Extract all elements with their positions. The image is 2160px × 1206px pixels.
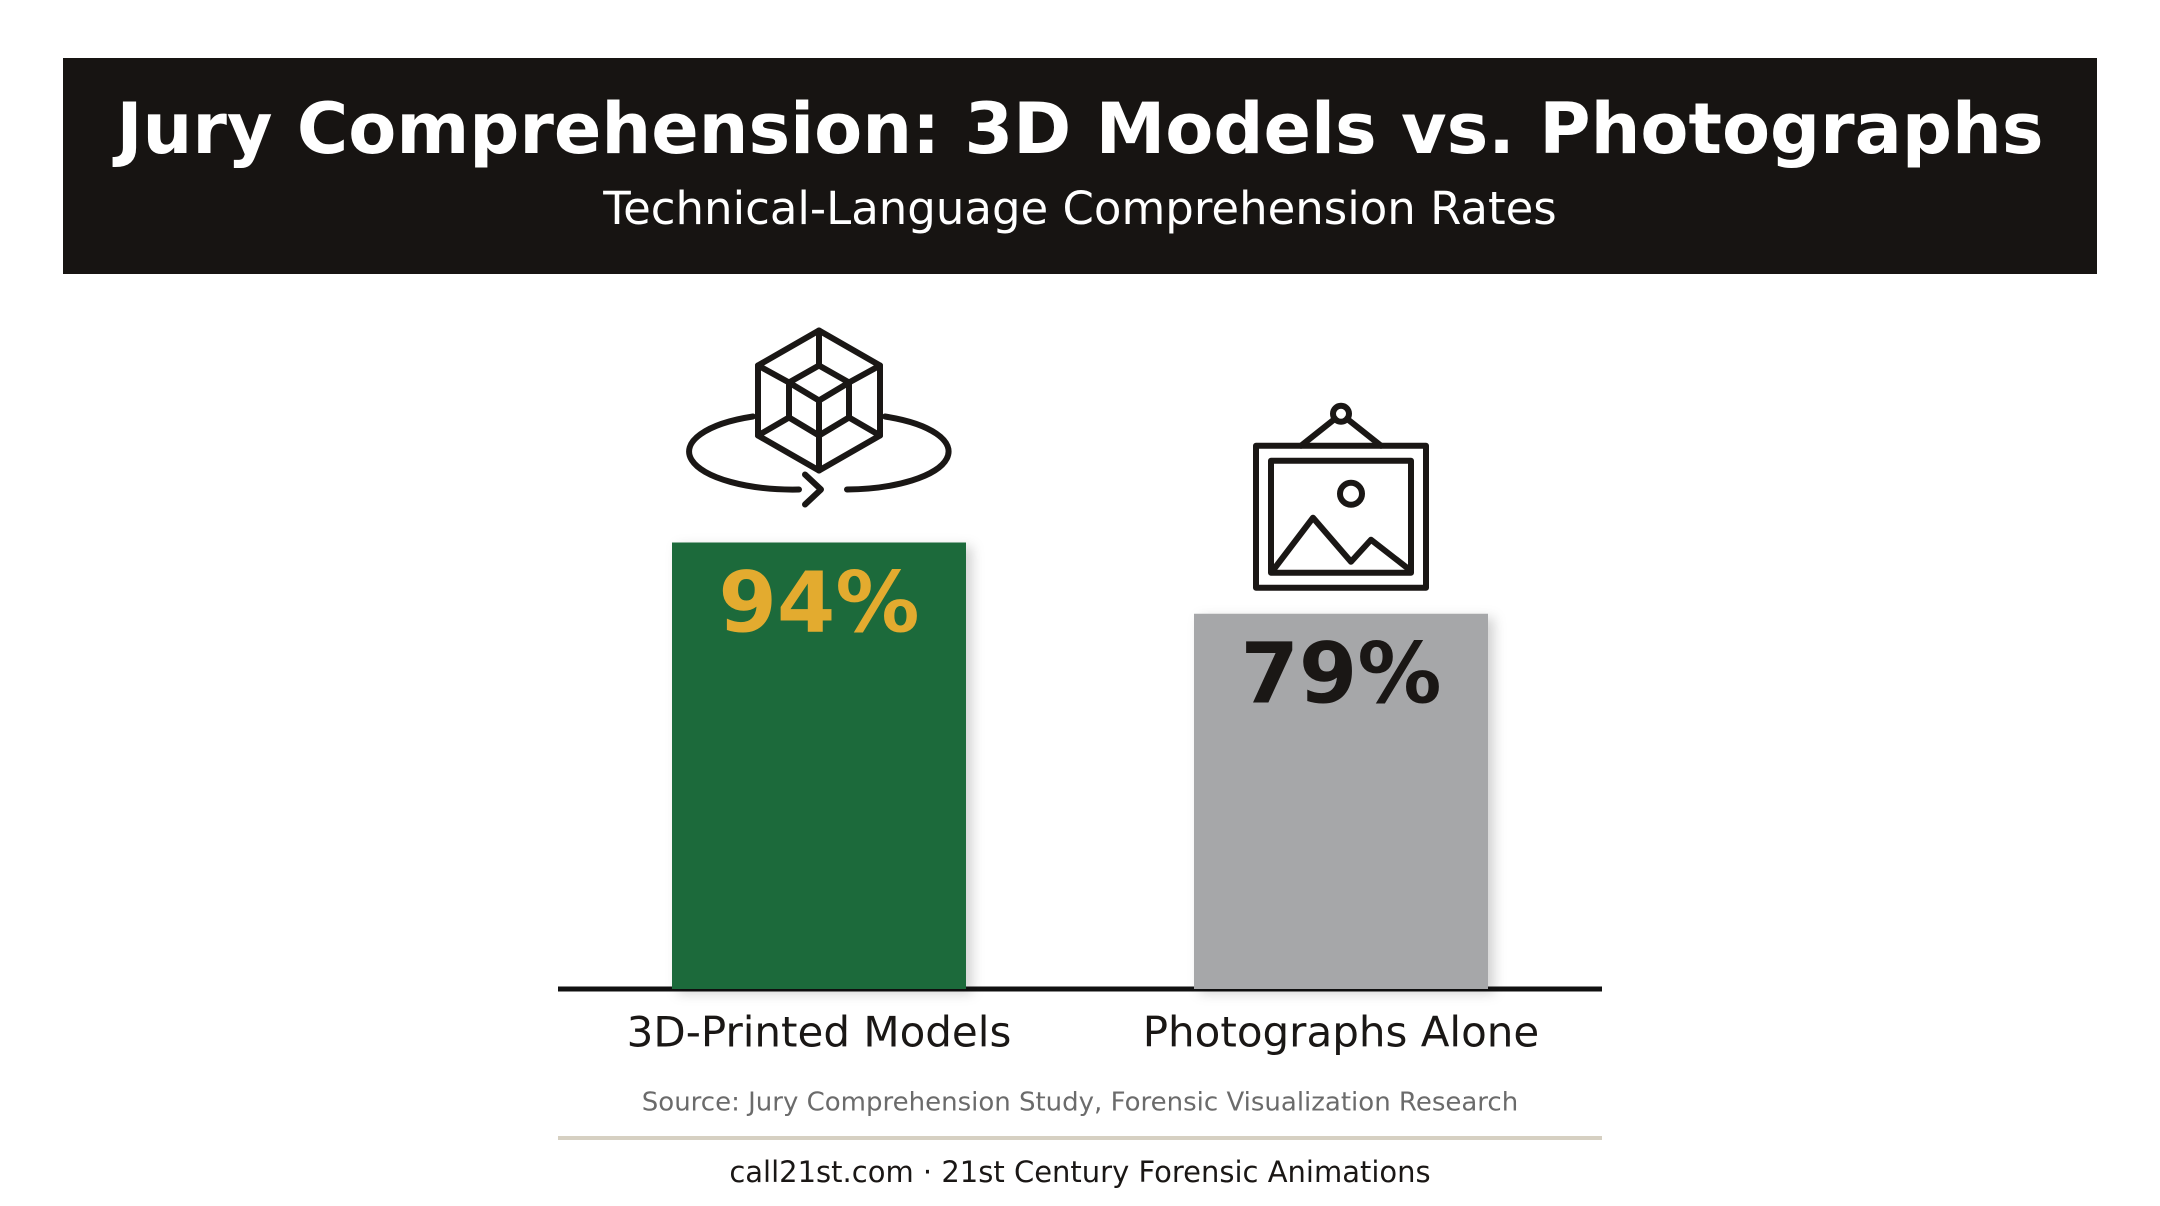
bar xyxy=(672,542,966,989)
picture-icon xyxy=(1253,402,1429,591)
bar xyxy=(1194,613,1488,989)
source-note: Source: Jury Comprehension Study, Forens… xyxy=(642,1088,1518,1118)
x-tick-label: 3D-Printed Models xyxy=(627,1008,1012,1057)
value-label: 94% xyxy=(718,553,919,651)
value-label: 79% xyxy=(1240,625,1441,723)
chart-title: Jury Comprehension: 3D Models vs. Photog… xyxy=(112,88,2043,170)
header-band xyxy=(63,58,2097,274)
cube-icon xyxy=(686,327,952,508)
chart-subtitle: Technical-Language Comprehension Rates xyxy=(602,182,1556,235)
footer: call21st.com · 21st Century Forensic Ani… xyxy=(729,1155,1430,1189)
x-tick-label: Photographs Alone xyxy=(1143,1008,1540,1057)
